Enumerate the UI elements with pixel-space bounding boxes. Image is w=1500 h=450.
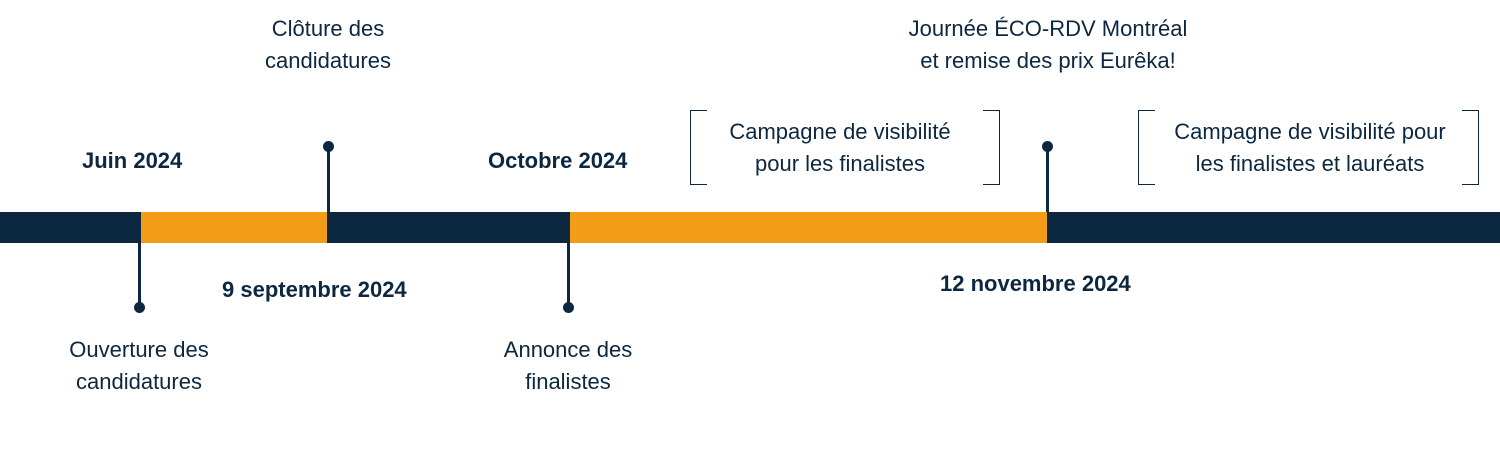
- campaign-laureates-label: Campagne de visibilité pour les finalist…: [1174, 119, 1446, 176]
- marker-journee-dot: [1042, 141, 1053, 152]
- event-ouverture-label: Ouverture des candidatures: [69, 337, 209, 394]
- event-annonce-label: Annonce des finalistes: [503, 337, 633, 394]
- marker-annonce-stem: [567, 243, 570, 307]
- date-october: Octobre 2024: [488, 148, 628, 173]
- timeline-segment-application-period: [141, 212, 327, 243]
- marker-cloture-dot: [323, 141, 334, 152]
- marker-journee-stem: [1046, 147, 1049, 212]
- date-june: Juin 2024: [82, 148, 183, 173]
- campaign-laureates-bracket-right: [1462, 110, 1479, 185]
- marker-ouverture-dot: [134, 302, 145, 313]
- marker-cloture-stem: [327, 147, 330, 212]
- campaign-finalists-label: Campagne de visibilité pour les finalist…: [729, 119, 951, 176]
- marker-annonce-dot: [563, 302, 574, 313]
- campaign-laureates-bracket-left: [1138, 110, 1155, 185]
- event-cloture-label: Clôture des candidatures: [265, 16, 391, 73]
- date-september: 9 septembre 2024: [222, 277, 407, 302]
- campaign-finalists-bracket-right: [983, 110, 1000, 185]
- timeline-segment-finalist-campaign: [570, 212, 1047, 243]
- date-november: 12 novembre 2024: [940, 271, 1131, 296]
- timeline-segment-evaluation: [327, 212, 570, 243]
- timeline-bar: [0, 212, 1500, 243]
- timeline-segment-post-event: [1047, 212, 1500, 243]
- marker-ouverture-stem: [138, 243, 141, 307]
- timeline-segment-pre-june: [0, 212, 141, 243]
- campaign-finalists-bracket-left: [690, 110, 707, 185]
- event-journee-label: Journée ÉCO-RDV Montréal et remise des p…: [908, 16, 1188, 73]
